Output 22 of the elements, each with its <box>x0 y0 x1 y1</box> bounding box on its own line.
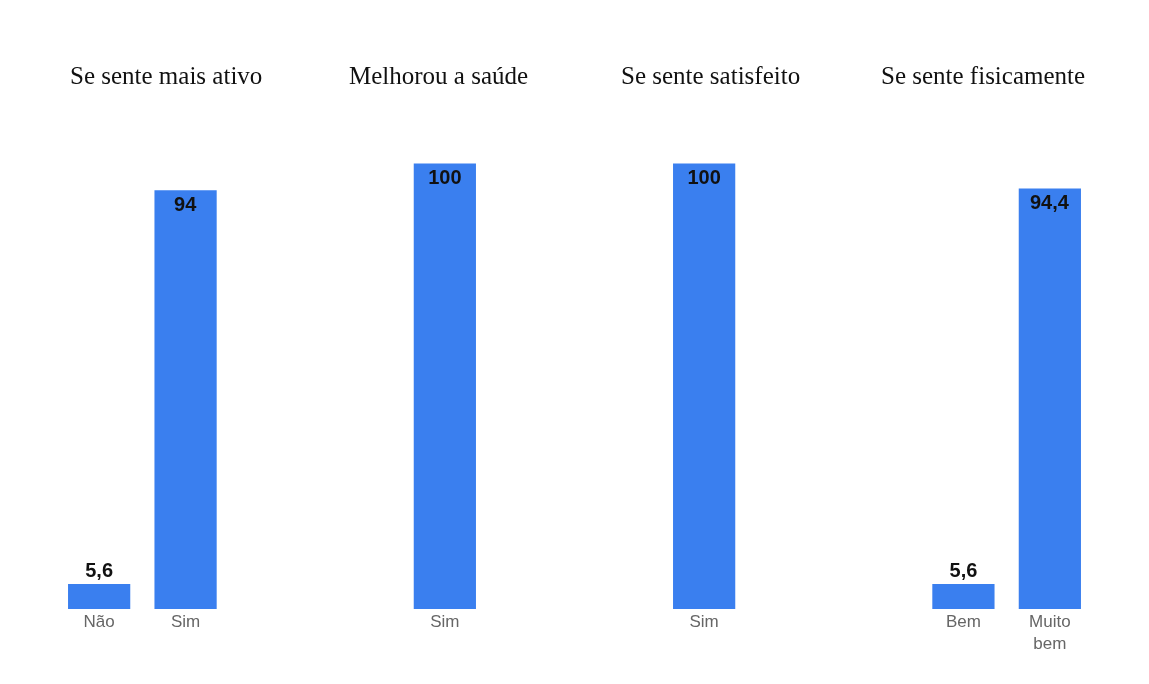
x-tick-label: Sim <box>689 612 719 631</box>
x-tick-label: Sim <box>170 612 201 631</box>
text: Se sente fisicamente <box>881 62 1086 89</box>
x-tick-label: Sim <box>430 612 460 631</box>
data-label: 100 <box>428 166 462 189</box>
bar <box>1018 188 1081 609</box>
data-label: 94,4 <box>1029 191 1070 214</box>
text: Se sente mais ativo <box>70 62 263 89</box>
x-tick-label: Bem <box>945 612 981 631</box>
data-label: 5,6 <box>949 559 978 582</box>
data-label: 5,6 <box>85 559 114 582</box>
text: Melhorou a saúde <box>349 62 529 89</box>
bar <box>673 163 736 609</box>
bar <box>932 584 995 609</box>
data-label: 94 <box>174 193 198 216</box>
x-tick-label: Muito bem <box>1029 612 1071 654</box>
bar <box>154 190 217 609</box>
x-tick-label: Não <box>83 612 115 631</box>
bar <box>413 163 476 609</box>
bar <box>68 584 131 609</box>
text: Se sente satisfeito <box>621 62 801 89</box>
data-label: 100 <box>687 166 721 189</box>
